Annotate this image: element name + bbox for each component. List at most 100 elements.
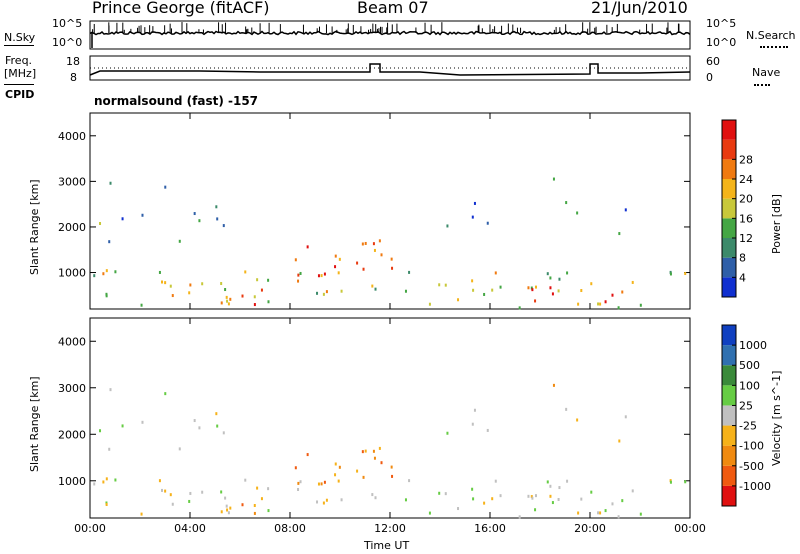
power-colorbar-frame xyxy=(721,119,737,298)
velocity-echo-cell xyxy=(244,478,247,482)
velocity-echo-cell xyxy=(337,479,340,483)
velocity-echo-cell xyxy=(294,466,297,470)
power-echo-cell xyxy=(253,295,256,299)
power-echo-cell xyxy=(322,292,325,296)
velocity-echo-cell xyxy=(471,422,474,426)
velocity-echo-cell xyxy=(229,506,232,510)
beam-title: Beam 07 xyxy=(357,0,429,17)
power-echo-cell xyxy=(669,272,672,276)
power-echo-cell xyxy=(378,239,381,243)
power-echo-cell xyxy=(140,303,143,307)
velocity-echo-cell xyxy=(438,491,441,495)
power-colorbar-swatch xyxy=(722,257,736,278)
velocity-echo-cell xyxy=(158,479,161,483)
power-echo-cell xyxy=(577,302,580,306)
power-echo-cell xyxy=(558,277,561,281)
velocity-echo-cell xyxy=(428,511,431,515)
velocity-echo-cell xyxy=(227,511,230,515)
nsearch-bottom-tick: 10^0 xyxy=(706,36,737,49)
power-echo-cell xyxy=(105,292,108,296)
power-colorbar-swatch xyxy=(722,120,736,140)
power-echo-cell xyxy=(631,280,634,284)
velocity-echo-cell xyxy=(408,479,411,483)
velocity-colorbar-swatch xyxy=(722,385,736,406)
power-echo-cell xyxy=(164,281,167,285)
velocity-echo-cell xyxy=(684,480,687,484)
velocity-echo-cell xyxy=(121,424,124,428)
velocity-echo-cell xyxy=(444,492,447,496)
power-echo-cell xyxy=(428,302,431,306)
power-echo-cell xyxy=(552,177,555,181)
velocity-colorbar-swatch xyxy=(722,345,736,366)
nave-bottom-tick: 0 xyxy=(706,71,713,84)
velocity-echo-cell xyxy=(171,502,174,506)
velocity-echo-cell xyxy=(220,510,223,514)
velocity-panel-frame xyxy=(89,317,691,519)
velocity-ytick-label: 4000 xyxy=(58,335,86,348)
nsearch-top-tick: 10^5 xyxy=(706,17,737,30)
velocity-echo-cell xyxy=(604,509,607,513)
velocity-colorbar-tick-label: -500 xyxy=(739,460,764,473)
velocity-echo-cell xyxy=(404,498,407,502)
power-echo-cell xyxy=(534,299,537,303)
power-echo-cell xyxy=(320,274,323,278)
velocity-echo-cell xyxy=(391,474,394,478)
velocity-echo-cell xyxy=(108,447,111,451)
velocity-echo-cell xyxy=(590,490,593,494)
freq-top-tick: 18 xyxy=(66,55,80,68)
velocity-echo-cell xyxy=(552,383,555,387)
velocity-echo-cell xyxy=(483,501,486,505)
power-echo-cell xyxy=(256,278,259,282)
power-ytick-label: 1000 xyxy=(58,267,86,280)
velocity-ytick-label: 1000 xyxy=(58,475,86,488)
power-echo-cell xyxy=(551,292,554,296)
velocity-echo-cell xyxy=(109,388,112,392)
velocity-echo-cell xyxy=(299,480,302,484)
nsky-trace xyxy=(89,30,691,36)
power-colorbar-tick-label: 24 xyxy=(739,173,753,186)
velocity-echo-cell xyxy=(618,439,621,443)
xtick-label: 00:00 xyxy=(674,522,706,535)
velocity-echo-cell xyxy=(356,469,359,473)
power-echo-cell xyxy=(621,290,624,294)
power-echo-cell xyxy=(361,242,364,246)
power-echo-cell xyxy=(297,273,300,277)
power-echo-cell xyxy=(334,254,337,258)
velocity-echo-cell xyxy=(549,484,552,488)
freq-bottom-tick: 8 xyxy=(70,71,77,84)
power-echo-cell xyxy=(534,285,537,289)
x-axis-title: Time UT xyxy=(364,539,410,552)
power-echo-cell xyxy=(356,261,359,265)
velocity-echo-cell xyxy=(565,407,568,411)
velocity-colorbar-tick-label: -100 xyxy=(739,440,764,453)
power-echo-cell xyxy=(260,288,263,292)
power-echo-cell xyxy=(220,282,223,286)
velocity-echo-cell xyxy=(161,488,164,492)
velocity-echo-cell xyxy=(189,491,192,495)
power-echo-cell xyxy=(226,299,229,303)
power-echo-cell xyxy=(446,224,449,228)
power-echo-cell xyxy=(684,272,687,276)
power-echo-cell xyxy=(549,276,552,280)
power-echo-cell xyxy=(161,280,164,284)
power-panel-frame xyxy=(89,112,691,310)
power-echo-cell xyxy=(334,265,337,269)
velocity-echo-cell xyxy=(549,494,552,498)
power-echo-cell xyxy=(220,301,223,305)
velocity-echo-cell xyxy=(534,508,537,512)
velocity-ytick-label: 3000 xyxy=(58,382,86,395)
power-colorbar-swatch xyxy=(722,277,736,297)
velocity-echo-cell xyxy=(253,504,256,508)
velocity-echo-cell xyxy=(669,480,672,484)
xtick-label: 16:00 xyxy=(474,522,506,535)
velocity-echo-cell xyxy=(546,480,549,484)
power-echo-cell xyxy=(557,289,560,293)
velocity-echo-cell xyxy=(323,480,326,484)
velocity-echo-cell xyxy=(494,479,497,483)
power-echo-cell xyxy=(491,288,494,292)
power-colorbar-tick-label: 28 xyxy=(739,153,753,166)
velocity-echo-cell xyxy=(378,446,381,450)
power-echo-cell xyxy=(546,272,549,276)
velocity-echo-cell xyxy=(551,501,554,505)
